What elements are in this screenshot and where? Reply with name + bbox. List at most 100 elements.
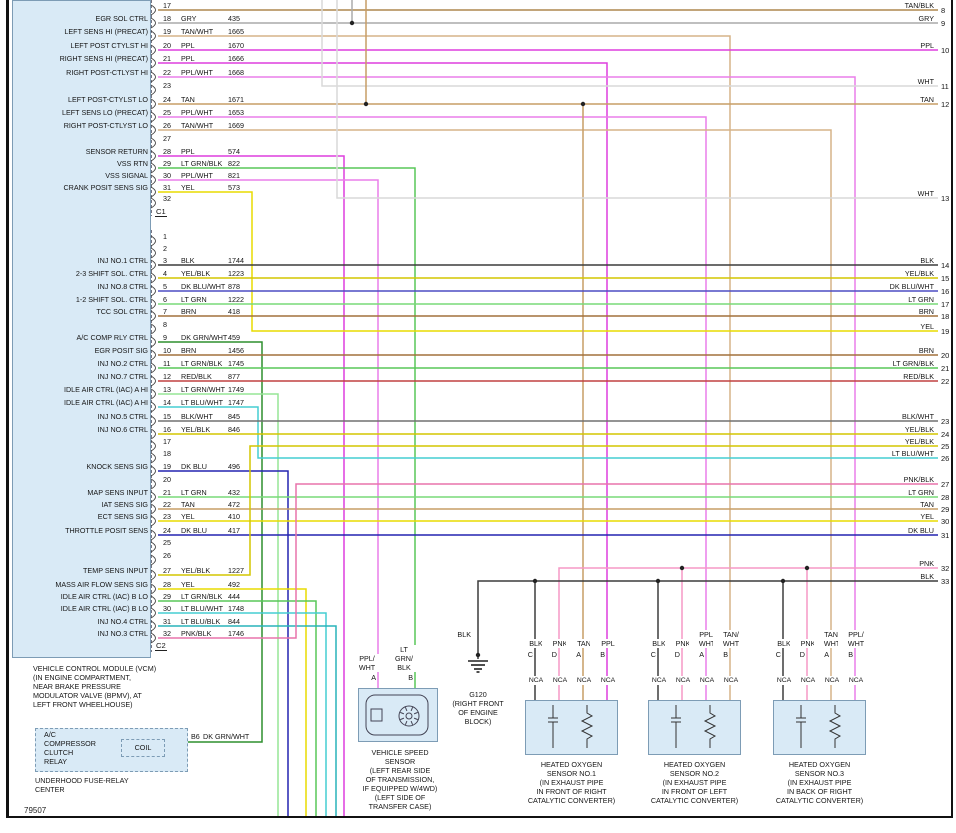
terminal-letter: C — [768, 650, 782, 659]
circuit-number: 845 — [228, 412, 240, 421]
pin-socket-arc — [150, 529, 156, 541]
circuit-number: 1670 — [228, 41, 244, 50]
wire-color-label: RED/BLK — [181, 372, 212, 381]
vss-caption-line: (LEFT REAR SIDE — [369, 766, 431, 775]
pin-socket-arc — [150, 44, 156, 56]
wire-color-label: PPL — [181, 54, 195, 63]
sensor-caption-line: (IN EXHAUST PIPE — [662, 778, 727, 787]
circuit-number: 574 — [228, 147, 240, 156]
pin-number: 8 — [163, 320, 167, 329]
pin-number: 27 — [163, 566, 171, 575]
wire-yel — [158, 191, 938, 332]
wire-color-label: PPL — [181, 147, 195, 156]
pin-signal-label: 2-3 SHIFT SOL. CTRL — [75, 269, 148, 278]
wire-color-label: LT GRN/WHT — [181, 385, 226, 394]
junction-dot — [655, 578, 661, 584]
edge-pin-number: 21 — [941, 364, 950, 373]
wire-yel-blk — [158, 445, 938, 576]
pin-signal-label: A/C COMP RLY CTRL — [76, 333, 149, 342]
circuit-number: 410 — [228, 512, 240, 521]
sensor-caption-line: (IN EXHAUST PIPE — [539, 778, 604, 787]
edge-pin-number: 23 — [941, 417, 950, 426]
wire-color-label: PPL/ — [838, 630, 874, 639]
junction-dot — [679, 565, 685, 571]
pin-number: 25 — [163, 108, 171, 117]
pin-socket-arc — [150, 465, 156, 477]
ground-caption-line: BLOCK) — [464, 717, 492, 726]
edge-wire-color-label: PNK/BLK — [903, 475, 934, 484]
pin-signal-label: TCC SOL CTRL — [96, 307, 148, 316]
pin-number: 22 — [163, 68, 171, 77]
circuit-number: 877 — [228, 372, 240, 381]
pin-signal-label: IDLE AIR CTRL (IAC) B LO — [60, 604, 148, 613]
pin-socket-arc — [150, 285, 156, 297]
vss-caption-line: SENSOR — [384, 757, 416, 766]
sensor-caption-line: HEATED OXYGEN — [788, 760, 851, 769]
pin-signal-label: INJ NO.6 CTRL — [97, 425, 148, 434]
wire-color-label: PPL — [590, 639, 626, 648]
pin-number: 19 — [163, 462, 171, 471]
circuit-number: 1669 — [228, 121, 244, 130]
pin-signal-label: SENSOR RETURN — [85, 147, 148, 156]
pin-signal-label: MAP SENS INPUT — [87, 488, 148, 497]
circuit-number: 1746 — [228, 629, 244, 638]
junction-dot — [475, 652, 481, 658]
sensor-caption-line: IN BACK OF RIGHT — [786, 787, 853, 796]
ground-caption-line: OF ENGINE — [458, 708, 498, 717]
edge-pin-number: 13 — [941, 194, 950, 203]
circuit-number: 573 — [228, 183, 240, 192]
pin-number: 28 — [163, 580, 171, 589]
pin-signal-label: IDLE AIR CTRL (IAC) B LO — [60, 592, 148, 601]
pin-number: 3 — [163, 256, 167, 265]
pin-signal-label: INJ NO.8 CTRL — [97, 282, 148, 291]
nca-tag: NCA — [573, 676, 595, 685]
wire-color-label: YEL — [181, 580, 195, 589]
pin-socket-arc — [150, 478, 156, 490]
terminal-letter: B — [400, 673, 414, 682]
edge-pin-number: 22 — [941, 377, 950, 386]
pin-signal-label: INJ NO.7 CTRL — [97, 372, 148, 381]
edge-wire-color-label: TAN — [920, 500, 934, 509]
wire-color-label: BLK — [440, 630, 472, 639]
pin-signal-label: 1-2 SHIFT SOL. CTRL — [75, 295, 148, 304]
pin-signal-label: EGR POSIT SIG — [94, 346, 148, 355]
pin-socket-arc — [150, 349, 156, 361]
pin-number: 21 — [163, 488, 171, 497]
nca-tag: NCA — [720, 676, 742, 685]
pin-number: 24 — [163, 95, 171, 104]
pin-signal-label: LEFT SENS LO (PRECAT) — [62, 108, 148, 117]
pin-socket-arc — [150, 401, 156, 413]
circuit-number: 1223 — [228, 269, 244, 278]
pin-socket-arc — [150, 569, 156, 581]
pin-number: 23 — [163, 81, 171, 90]
pin-number: 2 — [163, 244, 167, 253]
pin-socket-arc — [150, 259, 156, 271]
connector-label-c1: C1 — [155, 207, 167, 217]
pin-signal-label: ECT SENS SIG — [97, 512, 148, 521]
pin-number: 24 — [163, 526, 171, 535]
relay-name-line: A/C — [44, 730, 56, 739]
terminal-letter: B — [592, 650, 606, 659]
edge-pin-number: 20 — [941, 351, 950, 360]
circuit-number: 459 — [228, 333, 240, 342]
wire-color-label: TAN — [181, 95, 195, 104]
pin-number: 4 — [163, 269, 167, 278]
pin-number: 9 — [163, 333, 167, 342]
circuit-number: 878 — [228, 282, 240, 291]
pin-number: 32 — [163, 629, 171, 638]
vcm-caption-line: MODULATOR VALVE (BPMV), AT — [33, 691, 142, 700]
edge-pin-number: 8 — [941, 6, 946, 15]
circuit-number: 821 — [228, 171, 240, 180]
relay-pin-number: B6 — [191, 732, 200, 741]
edge-wire-color-label: PPL — [920, 41, 934, 50]
wire-color-label: WHT — [713, 639, 749, 648]
edge-wire-color-label: BRN — [918, 307, 934, 316]
wire-lt-blu-wht — [158, 406, 938, 459]
wire-color-label: YEL — [181, 183, 195, 192]
terminal-letter: C — [520, 650, 534, 659]
pin-signal-label: CRANK POSIT SENS SIG — [63, 183, 148, 192]
circuit-number: 822 — [228, 159, 240, 168]
edge-wire-color-label: PNK — [919, 559, 934, 568]
sensor-caption-line: IN FRONT OF LEFT — [661, 787, 728, 796]
pin-socket-arc — [150, 84, 156, 96]
